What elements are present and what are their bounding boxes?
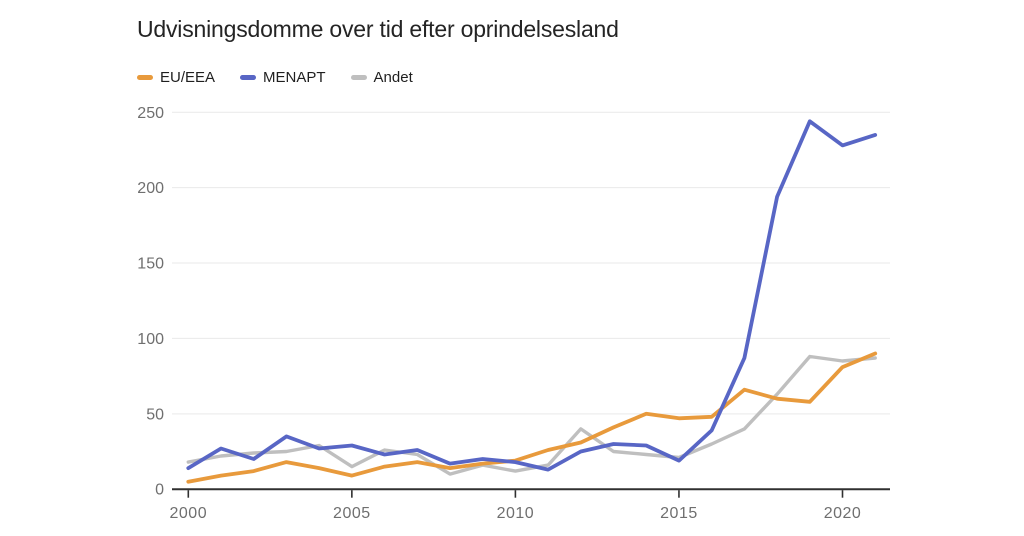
x-axis-label-2020: 2020 xyxy=(824,505,862,522)
legend-label-eu-eea: EU/EEA xyxy=(160,69,216,86)
y-axis-label-250: 250 xyxy=(137,105,164,122)
legend-item-andet: Andet xyxy=(350,69,413,86)
series-line-eu-eea xyxy=(186,351,878,484)
series-line-andet xyxy=(186,354,877,476)
x-axis-label-2015: 2015 xyxy=(660,505,698,522)
x-axis-label-2000: 2000 xyxy=(170,505,208,522)
series-group xyxy=(186,119,878,484)
legend-item-menapt: MENAPT xyxy=(240,69,326,86)
x-axis-label-2005: 2005 xyxy=(333,505,371,522)
series-line-menapt xyxy=(186,119,878,472)
x-axis-label-2010: 2010 xyxy=(497,505,535,522)
y-axis-label-0: 0 xyxy=(155,482,164,499)
y-axis-label-100: 100 xyxy=(137,331,164,348)
y-axis-label-150: 150 xyxy=(137,256,164,273)
axis-group xyxy=(172,488,890,498)
legend-swatch-andet xyxy=(350,75,367,80)
y-axis-label-50: 50 xyxy=(146,406,164,423)
labels-group: 0 50 100 150 200 250 2000 2005 2010 2015 2020 xyxy=(137,105,861,522)
y-axis-label-200: 200 xyxy=(137,180,164,197)
legend-item-eu-eea: EU/EEA xyxy=(137,69,215,86)
chart-title: Udvisningsdomme over tid efter oprindels… xyxy=(137,16,619,42)
legend-label-menapt: MENAPT xyxy=(263,69,326,86)
gridlines-group xyxy=(172,111,890,415)
legend-swatch-eu-eea xyxy=(137,75,153,80)
legend: EU/EEA MENAPT Andet xyxy=(137,69,413,86)
legend-label-andet: Andet xyxy=(373,69,413,86)
legend-swatch-menapt xyxy=(240,75,257,80)
